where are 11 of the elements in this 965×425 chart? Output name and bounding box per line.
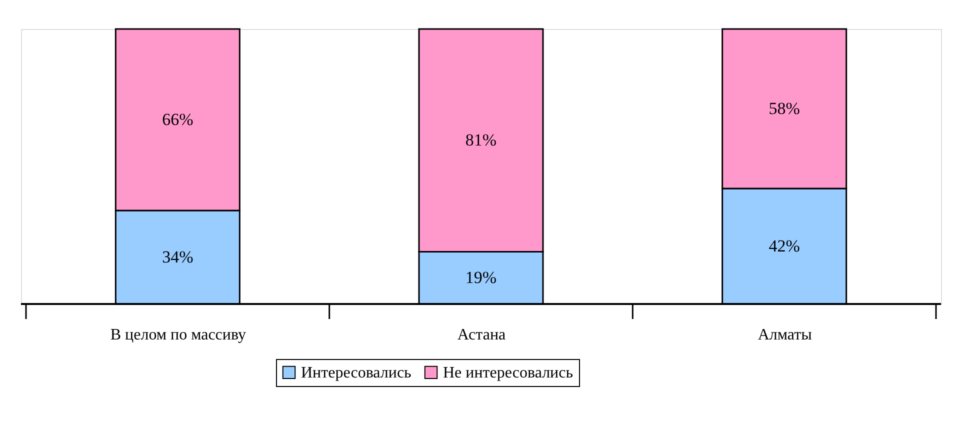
legend-label: Не интересовались: [443, 364, 574, 382]
data-label: 19%: [465, 268, 497, 287]
data-label: 81%: [465, 130, 497, 150]
data-label: 34%: [162, 247, 194, 266]
legend-label: Интересовались: [301, 364, 412, 382]
x-tick-label: Астана: [457, 326, 506, 344]
x-tick-label: В целом по массиву: [110, 326, 246, 344]
x-tick-label: Алматы: [758, 326, 812, 344]
data-label: 66%: [162, 110, 194, 129]
data-label: 42%: [768, 236, 800, 256]
data-label: 58%: [768, 98, 800, 118]
